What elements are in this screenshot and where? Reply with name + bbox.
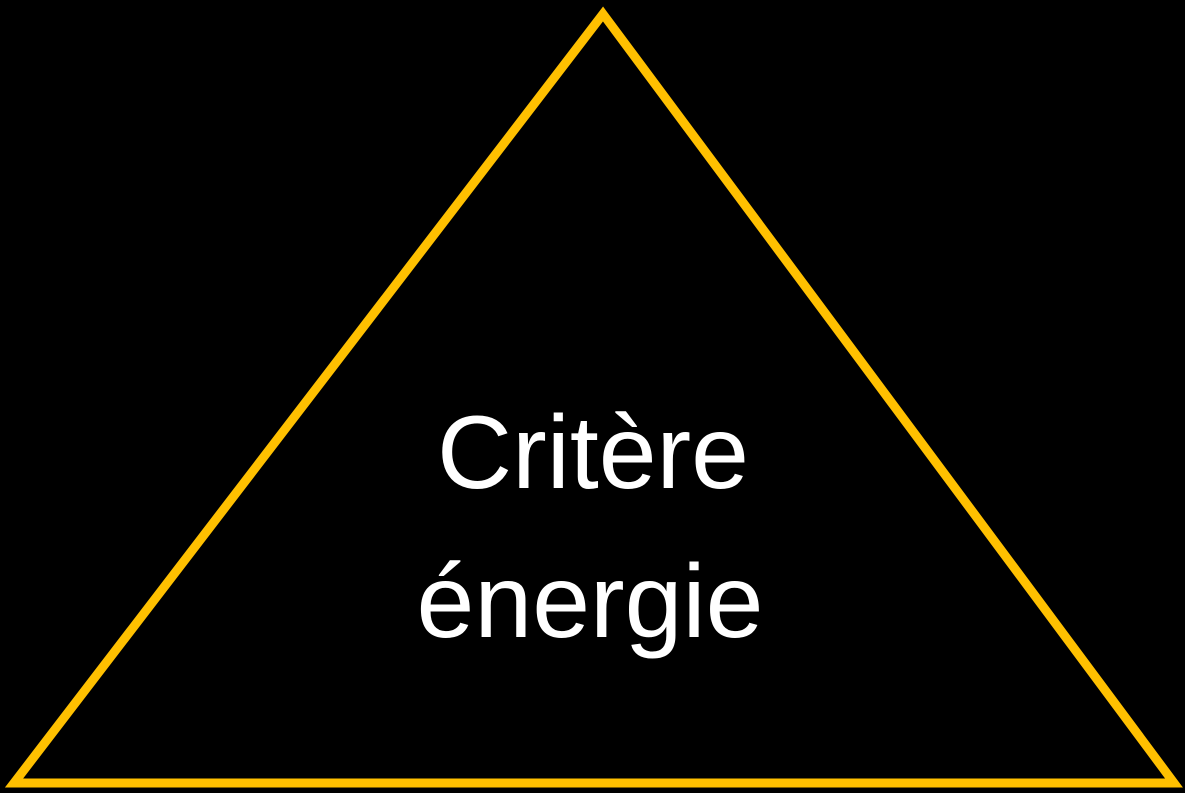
label-line: énergie [417,544,764,660]
label-line: Critère [437,395,749,511]
triangle [4,6,1183,788]
